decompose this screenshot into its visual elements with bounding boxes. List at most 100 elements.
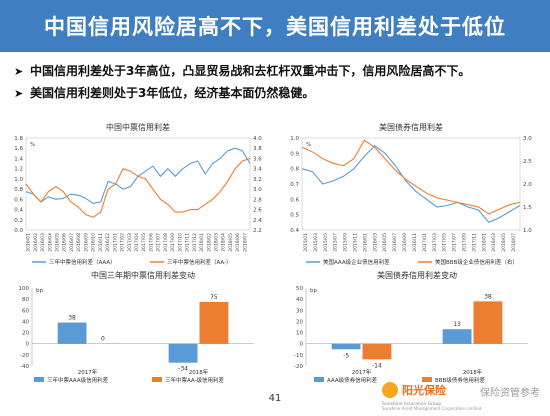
- unit-label: bp: [310, 288, 317, 294]
- x-tick-label: 2018/07: [242, 233, 248, 252]
- left-y-tick-label: 0.8: [14, 187, 23, 193]
- right-y-tick-label: 3.0: [523, 136, 532, 142]
- x-tick-label: 2015/07: [333, 233, 339, 252]
- x-tick-label: 2016/05: [382, 233, 388, 252]
- legend-label: 三年中票信用利差（AAA）: [49, 258, 116, 266]
- x-tick-label: 2016/01: [362, 233, 368, 252]
- x-tick-label: 2017/09: [170, 233, 176, 252]
- logo-subtitle-2: Sunshine Asset Management Corporation Li…: [382, 406, 482, 411]
- x-tick-label: 2016/12: [105, 233, 111, 252]
- series-line-orange: [302, 140, 520, 214]
- y-tick-label: 30: [296, 308, 303, 314]
- x-tick-label: 2018/05: [501, 233, 507, 252]
- bar-value-label: 75: [210, 294, 218, 301]
- left-y-tick-label: 0.2: [14, 218, 23, 224]
- chart-title: 中国中票信用利差: [106, 122, 170, 132]
- left-unit-label: %: [306, 142, 311, 148]
- x-tick-label: 2017/03: [127, 233, 133, 252]
- bar: [169, 344, 198, 363]
- y-tick-label: 0: [300, 342, 304, 348]
- x-tick-label: 2017/11: [471, 233, 477, 252]
- y-tick-label: -40: [20, 364, 29, 370]
- bar-value-label: -34: [178, 366, 188, 373]
- us-spread-change-bar-chart: 美国债券信用利差变动bp50403020100-10-202017年-5-142…: [278, 268, 548, 390]
- x-tick-label: 2017/01: [112, 233, 118, 252]
- left-y-tick-label: 0.0: [14, 228, 23, 234]
- x-tick-label: 2017/03: [432, 233, 438, 252]
- right-y-tick-label: 2.2: [253, 228, 262, 234]
- bar: [363, 344, 392, 360]
- x-tick-label: 2017/04: [134, 233, 140, 252]
- y-tick-label: 20: [22, 331, 29, 337]
- category-label: 2017年: [352, 368, 372, 376]
- bullet-item: ➤美国信用利差则处于3年低位，经济基本面仍然稳健。: [14, 82, 544, 104]
- bar-value-label: -5: [343, 352, 349, 359]
- bullet-list: ➤中国信用利差处于3年高位，凸显贸易战和去杠杆双重冲击下，信用风险居高不下。 ➤…: [14, 60, 544, 104]
- left-y-tick-label: 0.6: [14, 197, 23, 203]
- series-line-orange: [26, 158, 250, 217]
- legend-swatch: [152, 377, 162, 382]
- y-tick-label: -20: [20, 353, 29, 359]
- x-tick-label: 2018/06: [235, 233, 241, 252]
- x-tick-label: 2016/09: [402, 233, 408, 252]
- legend-label: 三年中票信用利差（AA-）: [167, 258, 232, 266]
- y-tick-label: 100: [19, 286, 30, 292]
- unit-label: bp: [36, 288, 43, 294]
- x-tick-label: 2018/05: [228, 233, 234, 252]
- right-y-tick-label: 4.0: [253, 136, 262, 142]
- x-tick-label: 2018/07: [511, 233, 517, 252]
- y-tick-label: -10: [294, 353, 303, 359]
- category-label: 2018年: [189, 368, 209, 376]
- slide-title: 中国信用风险居高不下，美国信用利差处于低位: [0, 11, 550, 41]
- right-y-tick-label: 3.6: [253, 156, 262, 162]
- x-tick-label: 2017/10: [177, 233, 183, 252]
- sun-logo-icon: [382, 382, 398, 398]
- x-tick-label: 2017/09: [462, 233, 468, 252]
- right-y-tick-label: 3.8: [253, 146, 262, 152]
- x-tick-label: 2018/03: [213, 233, 219, 252]
- x-tick-label: 2016/04: [47, 233, 53, 252]
- y-tick-label: 10: [296, 331, 303, 337]
- left-y-tick-label: 1.4: [14, 156, 23, 162]
- left-unit-label: %: [30, 142, 35, 148]
- x-tick-label: 2017/05: [442, 233, 448, 252]
- legend-swatch: [34, 377, 44, 382]
- legend-swatch: [314, 377, 324, 382]
- x-tick-label: 2017/07: [156, 233, 162, 252]
- bar: [58, 323, 87, 344]
- x-tick-label: 2018/03: [491, 233, 497, 252]
- arrow-icon: ➤: [14, 83, 30, 104]
- x-tick-label: 2018/02: [206, 233, 212, 252]
- x-tick-label: 2015/11: [353, 233, 359, 252]
- x-tick-label: 2015/05: [323, 233, 329, 252]
- left-y-tick-label: 0.9: [290, 151, 299, 157]
- slide-header: 中国信用风险居高不下，美国信用利差处于低位: [0, 0, 550, 52]
- right-y-tick-label: 3.0: [253, 187, 262, 193]
- watermark-text: 保险资管参考: [480, 386, 540, 399]
- right-y-tick-label: 3.4: [253, 167, 262, 173]
- x-tick-label: 2017/11: [185, 233, 191, 252]
- x-tick-label: 2015/03: [313, 233, 319, 252]
- left-y-tick-label: 1.2: [14, 167, 23, 173]
- plot-area: [302, 138, 520, 230]
- china-spread-line-chart: 中国中票信用利差1.81.61.41.21.00.80.60.40.20.04.…: [4, 118, 276, 270]
- x-tick-label: 2018/01: [199, 233, 205, 252]
- china-spread-change-bar-chart: 中国三年期中票信用利差变动bp100806040200-20-402017年38…: [4, 268, 276, 390]
- right-y-tick-label: 2.4: [253, 218, 262, 224]
- x-tick-label: 2016/06: [62, 233, 68, 252]
- category-label: 2017年: [78, 368, 98, 376]
- bar: [332, 344, 361, 350]
- bullet-item: ➤中国信用利差处于3年高位，凸显贸易战和去杠杆双重冲击下，信用风险居高不下。: [14, 60, 544, 82]
- x-tick-label: 2016/02: [33, 233, 39, 252]
- legend-label: AAA级债券信用利差: [327, 376, 378, 384]
- left-y-tick-label: 0.5: [290, 213, 299, 219]
- left-y-tick-label: 0.8: [290, 167, 299, 173]
- x-tick-label: 2016/08: [76, 233, 82, 252]
- x-tick-label: 2016/07: [69, 233, 75, 252]
- x-tick-label: 2016/05: [55, 233, 61, 252]
- y-tick-label: 80: [22, 297, 29, 303]
- plot-area: [26, 138, 250, 230]
- bar: [200, 302, 229, 344]
- y-tick-label: 50: [296, 286, 303, 292]
- bar-value-label: 38: [484, 293, 492, 300]
